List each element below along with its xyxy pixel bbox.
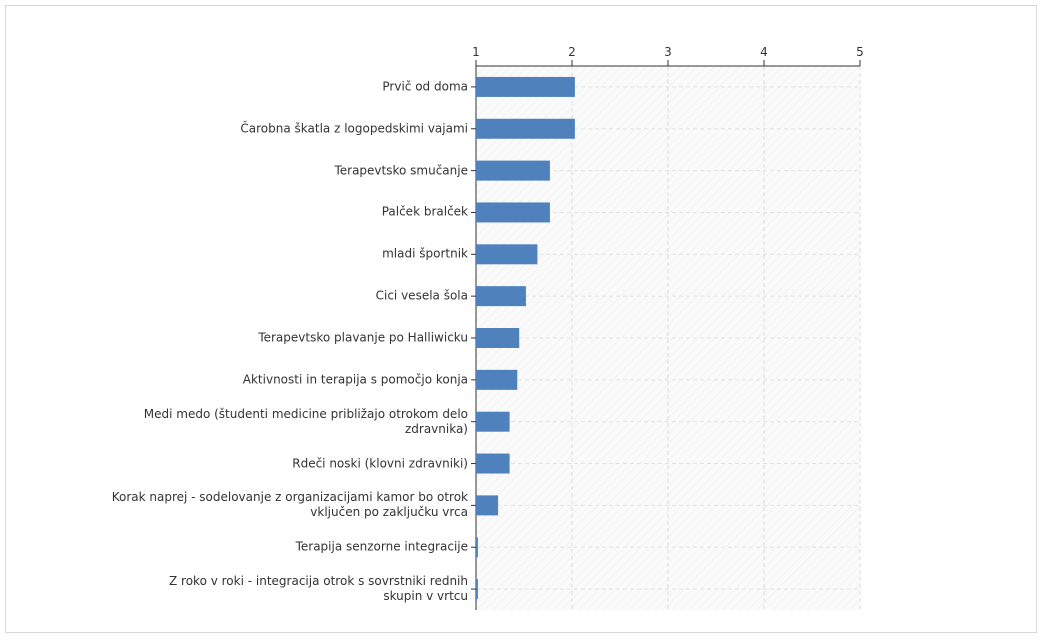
bar: [476, 369, 518, 390]
bar: [476, 160, 550, 181]
x-tick-label: 2: [568, 45, 576, 59]
bar: [476, 118, 575, 139]
y-tick-label: Z roko v roki - integracija otrok s sovr…: [169, 574, 468, 604]
x-tick-label: 4: [760, 45, 768, 59]
y-tick-label: Korak naprej - sodelovanje z organizacij…: [111, 490, 468, 520]
bar: [476, 202, 550, 223]
bar: [476, 286, 526, 307]
y-tick-label: Aktivnosti in terapija s pomočjo konja: [242, 372, 468, 387]
y-tick-label: Čarobna škatla z logopedskimi vajami: [240, 121, 468, 136]
y-tick-label: Prvič od doma: [382, 79, 468, 94]
y-tick-label: Palček bralček: [381, 204, 468, 219]
bar: [476, 328, 520, 348]
y-tick-label: Terapevtsko smučanje: [334, 163, 468, 178]
x-tick-label: 1: [472, 45, 480, 59]
y-tick-label: Terapija senzorne integracije: [295, 539, 468, 554]
bar: [476, 537, 478, 558]
bar: [476, 76, 575, 97]
frame: [5, 5, 1037, 633]
y-tick-label: Cici vesela šola: [375, 288, 468, 303]
x-tick-label: 3: [664, 45, 672, 59]
x-tick-label: 5: [856, 45, 864, 59]
bar: [476, 579, 478, 600]
bar: [476, 495, 499, 516]
bar: [476, 453, 510, 474]
bar: [476, 244, 538, 265]
bar: [476, 411, 510, 432]
y-tick-label: Rdeči noski (klovni zdravniki): [292, 456, 468, 471]
y-tick-label: Medi medo (študenti medicine približajo …: [143, 406, 468, 436]
y-tick-label: Terapevtsko plavanje po Halliwicku: [258, 330, 468, 345]
y-tick-label: mladi športnik: [382, 246, 468, 261]
